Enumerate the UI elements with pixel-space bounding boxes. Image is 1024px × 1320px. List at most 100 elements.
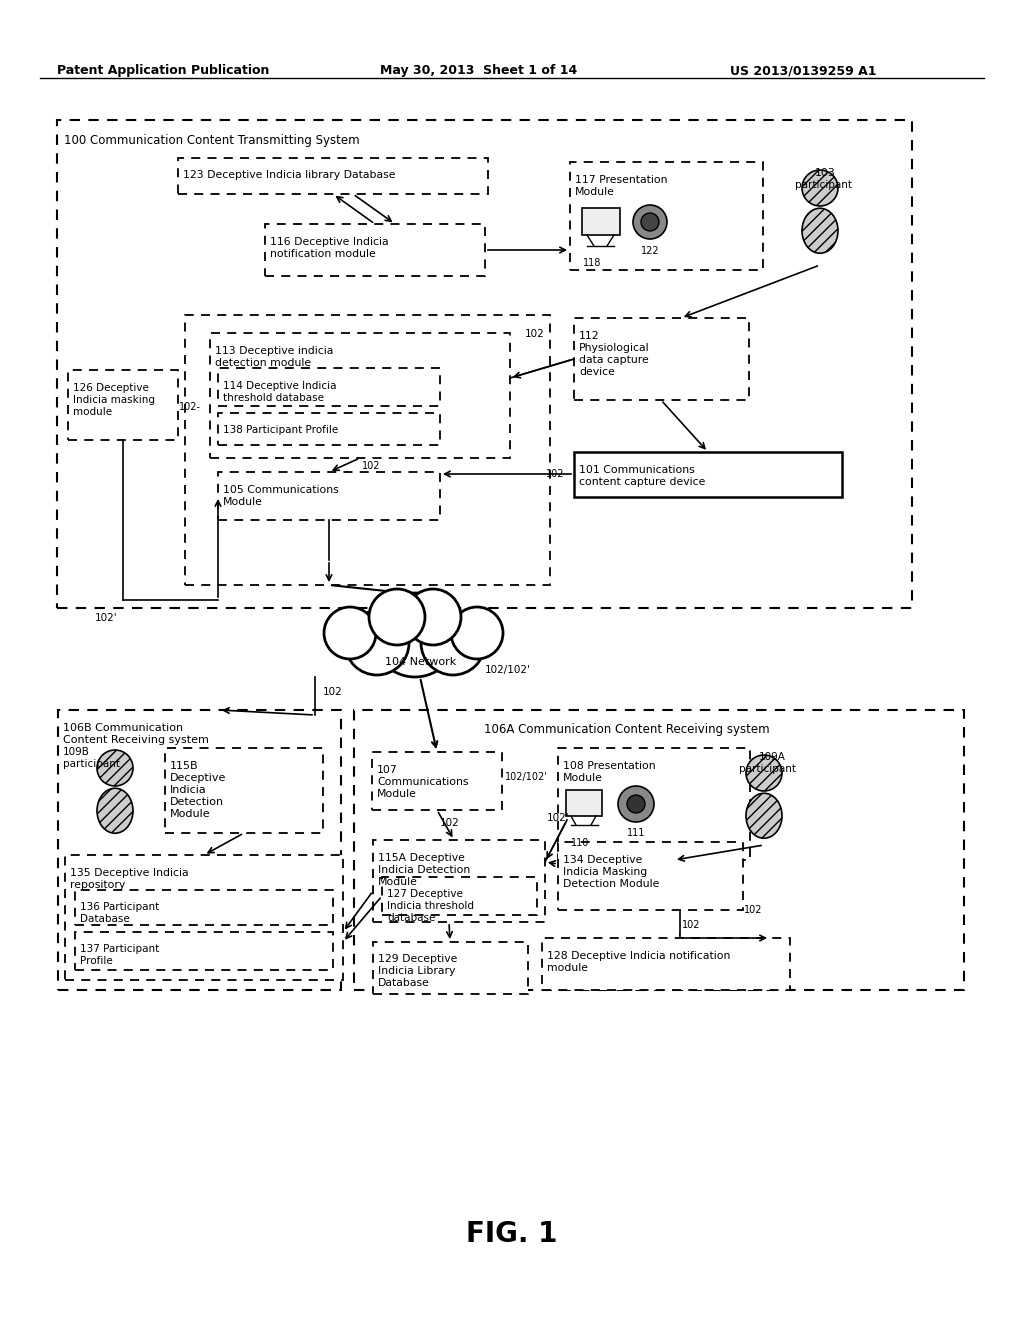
Circle shape: [627, 795, 645, 813]
Bar: [58, 710, 341, 990]
Text: repository: repository: [70, 880, 125, 890]
Text: 127 Deceptive: 127 Deceptive: [387, 888, 463, 899]
Bar: [542, 939, 790, 990]
Text: 106A Communication Content Receiving system: 106A Communication Content Receiving sys…: [484, 723, 770, 737]
Circle shape: [746, 755, 782, 791]
Bar: [574, 318, 749, 400]
Bar: [185, 315, 550, 585]
Text: content capture device: content capture device: [579, 477, 706, 487]
Text: 115B: 115B: [170, 762, 199, 771]
Text: 135 Deceptive Indicia: 135 Deceptive Indicia: [70, 869, 188, 878]
Text: Database: Database: [378, 978, 430, 987]
Text: Communications: Communications: [377, 777, 469, 787]
Text: device: device: [579, 367, 614, 378]
Text: 102-: 102-: [179, 403, 201, 412]
Text: 105 Communications: 105 Communications: [223, 484, 339, 495]
Text: 104 Network: 104 Network: [385, 657, 457, 667]
Circle shape: [451, 607, 503, 659]
Text: 102: 102: [546, 469, 564, 479]
Ellipse shape: [97, 788, 133, 833]
Text: 102: 102: [525, 329, 545, 339]
Text: Content Receiving system: Content Receiving system: [63, 735, 209, 744]
Circle shape: [421, 611, 485, 675]
Text: 102: 102: [744, 906, 763, 915]
Bar: [354, 710, 964, 990]
Bar: [57, 120, 912, 609]
Text: Module: Module: [170, 809, 211, 818]
Text: 111: 111: [627, 828, 645, 838]
Text: data capture: data capture: [579, 355, 649, 366]
Bar: [373, 840, 545, 921]
Text: 107: 107: [377, 766, 397, 775]
Bar: [165, 748, 323, 833]
Text: Module: Module: [377, 789, 417, 799]
Circle shape: [97, 750, 133, 785]
Circle shape: [618, 785, 654, 822]
Text: 122: 122: [641, 246, 659, 256]
Bar: [218, 413, 440, 445]
Text: Physiological: Physiological: [579, 343, 649, 352]
Text: 116 Deceptive Indicia: 116 Deceptive Indicia: [270, 238, 389, 247]
Text: 136 Participant: 136 Participant: [80, 902, 160, 912]
Bar: [558, 842, 743, 909]
Bar: [566, 789, 602, 816]
Bar: [382, 876, 537, 915]
Text: 101 Communications: 101 Communications: [579, 465, 694, 475]
Text: 138 Participant Profile: 138 Participant Profile: [223, 425, 338, 436]
Text: 102': 102': [95, 612, 118, 623]
Bar: [570, 162, 763, 271]
Text: 113 Deceptive indicia: 113 Deceptive indicia: [215, 346, 334, 356]
Text: 123 Deceptive Indicia library Database: 123 Deceptive Indicia library Database: [183, 170, 395, 180]
Text: 102: 102: [682, 920, 700, 931]
Circle shape: [345, 611, 409, 675]
Text: 102: 102: [323, 686, 343, 697]
Text: participant: participant: [795, 180, 852, 190]
Text: 112: 112: [579, 331, 600, 341]
Text: US 2013/0139259 A1: US 2013/0139259 A1: [730, 63, 877, 77]
Bar: [373, 942, 528, 994]
Text: 118: 118: [583, 257, 601, 268]
Bar: [75, 932, 333, 970]
Bar: [178, 158, 488, 194]
Text: 129 Deceptive: 129 Deceptive: [378, 954, 458, 964]
Text: threshold database: threshold database: [223, 393, 324, 403]
Text: 102: 102: [440, 818, 460, 828]
Text: 109A: 109A: [759, 752, 785, 762]
Text: Indicia: Indicia: [170, 785, 207, 795]
Text: 126 Deceptive: 126 Deceptive: [73, 383, 148, 393]
Text: Indicia Masking: Indicia Masking: [563, 867, 647, 876]
Bar: [574, 451, 842, 498]
Text: Module: Module: [575, 187, 614, 197]
Circle shape: [373, 593, 457, 677]
Text: May 30, 2013  Sheet 1 of 14: May 30, 2013 Sheet 1 of 14: [380, 63, 578, 77]
Text: 128 Deceptive Indicia notification: 128 Deceptive Indicia notification: [547, 950, 730, 961]
Text: 100 Communication Content Transmitting System: 100 Communication Content Transmitting S…: [63, 135, 359, 147]
Text: participant: participant: [739, 764, 796, 774]
Text: ': ': [678, 932, 681, 942]
Text: participant: participant: [63, 759, 120, 770]
Text: 109B: 109B: [63, 747, 90, 756]
Text: Deceptive: Deceptive: [170, 774, 226, 783]
Text: 117 Presentation: 117 Presentation: [575, 176, 668, 185]
Text: 114 Deceptive Indicia: 114 Deceptive Indicia: [223, 381, 337, 391]
Bar: [372, 752, 502, 810]
Text: Indicia Library: Indicia Library: [378, 966, 456, 975]
Text: 108 Presentation: 108 Presentation: [563, 762, 655, 771]
Bar: [75, 890, 333, 925]
Text: Database: Database: [80, 913, 130, 924]
Bar: [68, 370, 178, 440]
Text: 102: 102: [362, 461, 381, 471]
Text: notification module: notification module: [270, 249, 376, 259]
Bar: [558, 748, 750, 861]
Circle shape: [369, 589, 425, 645]
Text: module: module: [73, 407, 112, 417]
Circle shape: [324, 607, 376, 659]
Bar: [265, 224, 485, 276]
Text: 134 Deceptive: 134 Deceptive: [563, 855, 642, 865]
Circle shape: [633, 205, 667, 239]
Bar: [210, 333, 510, 458]
Ellipse shape: [802, 209, 838, 253]
Text: 110: 110: [570, 838, 589, 847]
Text: 115A Deceptive: 115A Deceptive: [378, 853, 465, 863]
Bar: [582, 209, 620, 235]
